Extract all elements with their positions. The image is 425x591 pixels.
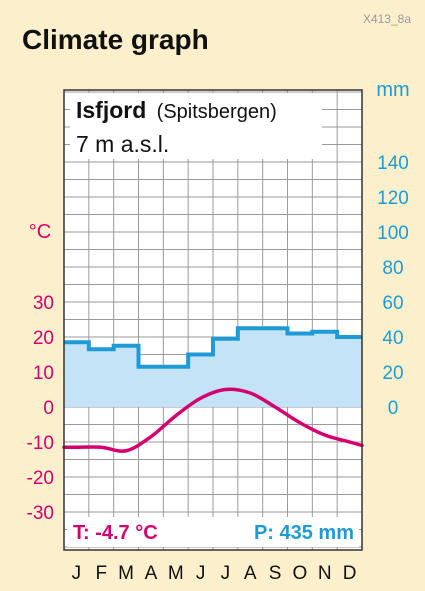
temperature-summary: T: -4.7 °C xyxy=(73,522,158,544)
precipitation-summary: P: 435 mm xyxy=(254,522,354,544)
precipitation-axis: 140 120 100 80 60 40 20 0 xyxy=(377,153,409,419)
month-label: F xyxy=(95,563,107,584)
precipitation-tick-label: 120 xyxy=(377,188,409,209)
precipitation-tick-label: 20 xyxy=(382,363,403,384)
temperature-tick-label: -10 xyxy=(27,433,54,454)
station-name: Isfjord xyxy=(76,97,146,123)
temperature-tick-label: -20 xyxy=(27,468,54,489)
temperature-tick-label: 10 xyxy=(33,363,54,384)
temperature-line xyxy=(62,387,364,453)
precipitation-tick-label: 0 xyxy=(388,398,399,419)
figure-code: X413_8a xyxy=(362,12,411,26)
month-label: M xyxy=(118,563,134,584)
temperature-tick-label: 30 xyxy=(33,293,54,314)
month-label: N xyxy=(318,563,332,584)
temperature-tick-label: 0 xyxy=(43,398,54,419)
month-label: A xyxy=(145,563,158,584)
month-label: J xyxy=(72,563,82,584)
month-label: D xyxy=(343,563,357,584)
precipitation-line xyxy=(64,326,362,369)
month-label: A xyxy=(244,563,257,584)
temperature-unit: °C xyxy=(29,221,51,243)
station-header: Isfjord (Spitsbergen) xyxy=(76,97,277,123)
temperature-tick-label: 20 xyxy=(33,328,54,349)
precipitation-tick-label: 60 xyxy=(382,293,403,314)
temperature-axis: 30 20 10 0 -10 -20 -30 xyxy=(27,293,54,524)
month-label: O xyxy=(293,563,308,584)
summary-background xyxy=(67,517,359,547)
precipitation-tick-label: 140 xyxy=(377,153,409,174)
plot-frame xyxy=(63,89,363,551)
precipitation-unit: mm xyxy=(376,79,409,101)
page-title: Climate graph xyxy=(22,24,209,55)
month-label: J xyxy=(221,563,231,584)
header-label-background xyxy=(70,93,322,159)
month-label: M xyxy=(168,563,184,584)
temperature-tick-label: -30 xyxy=(27,503,54,524)
station-region: (Spitsbergen) xyxy=(157,101,277,123)
month-label: S xyxy=(269,563,282,584)
precipitation-tick-label: 80 xyxy=(382,258,403,279)
precipitation-tick-label: 40 xyxy=(382,328,403,349)
station-elevation: 7 m a.s.l. xyxy=(76,131,169,157)
grid xyxy=(64,90,362,550)
precipitation-tick-label: 100 xyxy=(377,223,409,244)
month-label: J xyxy=(196,563,206,584)
